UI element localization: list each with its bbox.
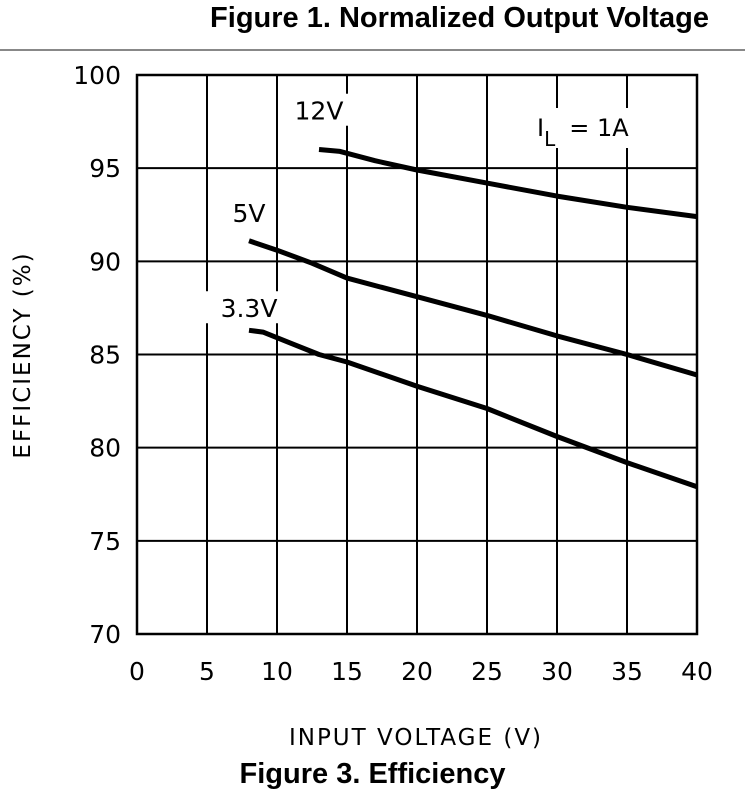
x-tick-label: 25 xyxy=(471,657,503,686)
x-tick-label: 5 xyxy=(199,657,215,686)
annotation-background xyxy=(528,108,658,148)
x-tick-label: 15 xyxy=(331,657,363,686)
annotation-rest: = 1A xyxy=(569,114,629,142)
x-tick-label: 10 xyxy=(261,657,293,686)
top-figure-caption: Figure 1. Normalized Output Voltage xyxy=(210,2,709,34)
x-axis-label: INPUT VOLTAGE (V) xyxy=(289,725,543,751)
series-line-5v xyxy=(248,238,698,378)
annotation-subscript: L xyxy=(544,127,556,151)
x-tick-label: 0 xyxy=(129,657,145,686)
series-label: 3.3V xyxy=(221,294,278,323)
series-label: 12V xyxy=(295,97,344,126)
load-current-annotation: IL = 1A xyxy=(528,108,658,151)
y-tick-label: 70 xyxy=(89,620,121,649)
x-tick-labels: 0 5 10 15 20 25 30 35 40 xyxy=(129,657,713,686)
top-figure-caption-area: Figure 1. Normalized Output Voltage xyxy=(0,0,745,51)
series-line-3-3v xyxy=(248,327,698,490)
efficiency-chart: 70 75 80 85 90 95 100 0 5 10 15 20 25 30 35 40 12V 5V 3.… xyxy=(10,61,713,751)
bottom-figure-caption: Figure 3. Efficiency xyxy=(239,758,506,790)
caption-divider xyxy=(0,49,745,51)
y-tick-label: 85 xyxy=(89,341,121,370)
chart-series xyxy=(248,147,698,490)
x-tick-label: 40 xyxy=(681,657,713,686)
y-tick-labels: 70 75 80 85 90 95 100 xyxy=(73,61,121,649)
annotation-text: IL = 1A xyxy=(537,114,629,151)
series-labels: 12V 5V 3.3V xyxy=(206,93,354,324)
x-tick-label: 35 xyxy=(611,657,643,686)
y-tick-label: 75 xyxy=(89,527,121,556)
x-tick-label: 20 xyxy=(401,657,433,686)
series-label-background xyxy=(223,196,275,229)
y-tick-label: 90 xyxy=(89,247,121,276)
chart-grid xyxy=(137,75,697,634)
series-line-12v xyxy=(318,147,698,220)
annotation-main: I xyxy=(537,114,544,142)
y-axis-label: EFFICIENCY (%) xyxy=(10,251,36,458)
series-label-background xyxy=(284,93,354,126)
series-label-background xyxy=(206,291,292,324)
y-tick-label: 100 xyxy=(73,61,121,90)
y-tick-label: 80 xyxy=(89,434,121,463)
y-tick-label: 95 xyxy=(89,154,121,183)
x-tick-label: 30 xyxy=(541,657,573,686)
series-label: 5V xyxy=(232,199,265,228)
plot-frame xyxy=(135,73,699,636)
